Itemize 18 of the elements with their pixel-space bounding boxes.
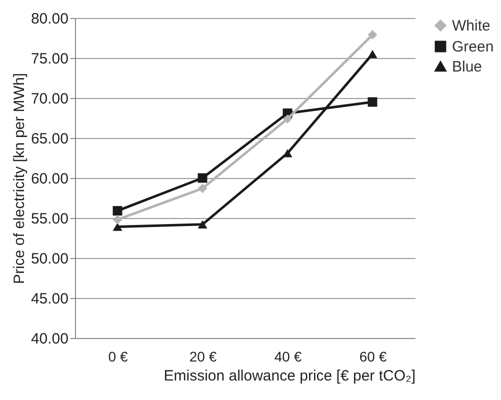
x-axis-title: Emission allowance price [€ per tCO₂] bbox=[164, 368, 416, 384]
y-axis-title: Price of electricity [kn per MWh] bbox=[10, 73, 28, 284]
x-tick-label: 40 € bbox=[274, 348, 302, 364]
x-tick-label: 60 € bbox=[359, 348, 387, 364]
x-tick-label: 0 € bbox=[108, 348, 128, 364]
y-tick-label: 65.00 bbox=[30, 130, 68, 148]
x-tick-label: 20 € bbox=[189, 348, 217, 364]
legend-label: White bbox=[452, 18, 490, 34]
y-tick-label: 55.00 bbox=[30, 210, 68, 228]
y-tick-label: 60.00 bbox=[30, 170, 68, 188]
legend-label: Blue bbox=[452, 58, 482, 76]
y-tick-label: 80.00 bbox=[30, 10, 68, 28]
y-tick-label: 45.00 bbox=[30, 290, 68, 308]
y-tick-label: 40.00 bbox=[30, 330, 68, 348]
y-tick-label: 70.00 bbox=[30, 90, 68, 108]
y-tick-label: 50.00 bbox=[30, 250, 68, 268]
y-tick-label: 75.00 bbox=[30, 50, 68, 68]
legend-label: Green bbox=[452, 38, 494, 56]
